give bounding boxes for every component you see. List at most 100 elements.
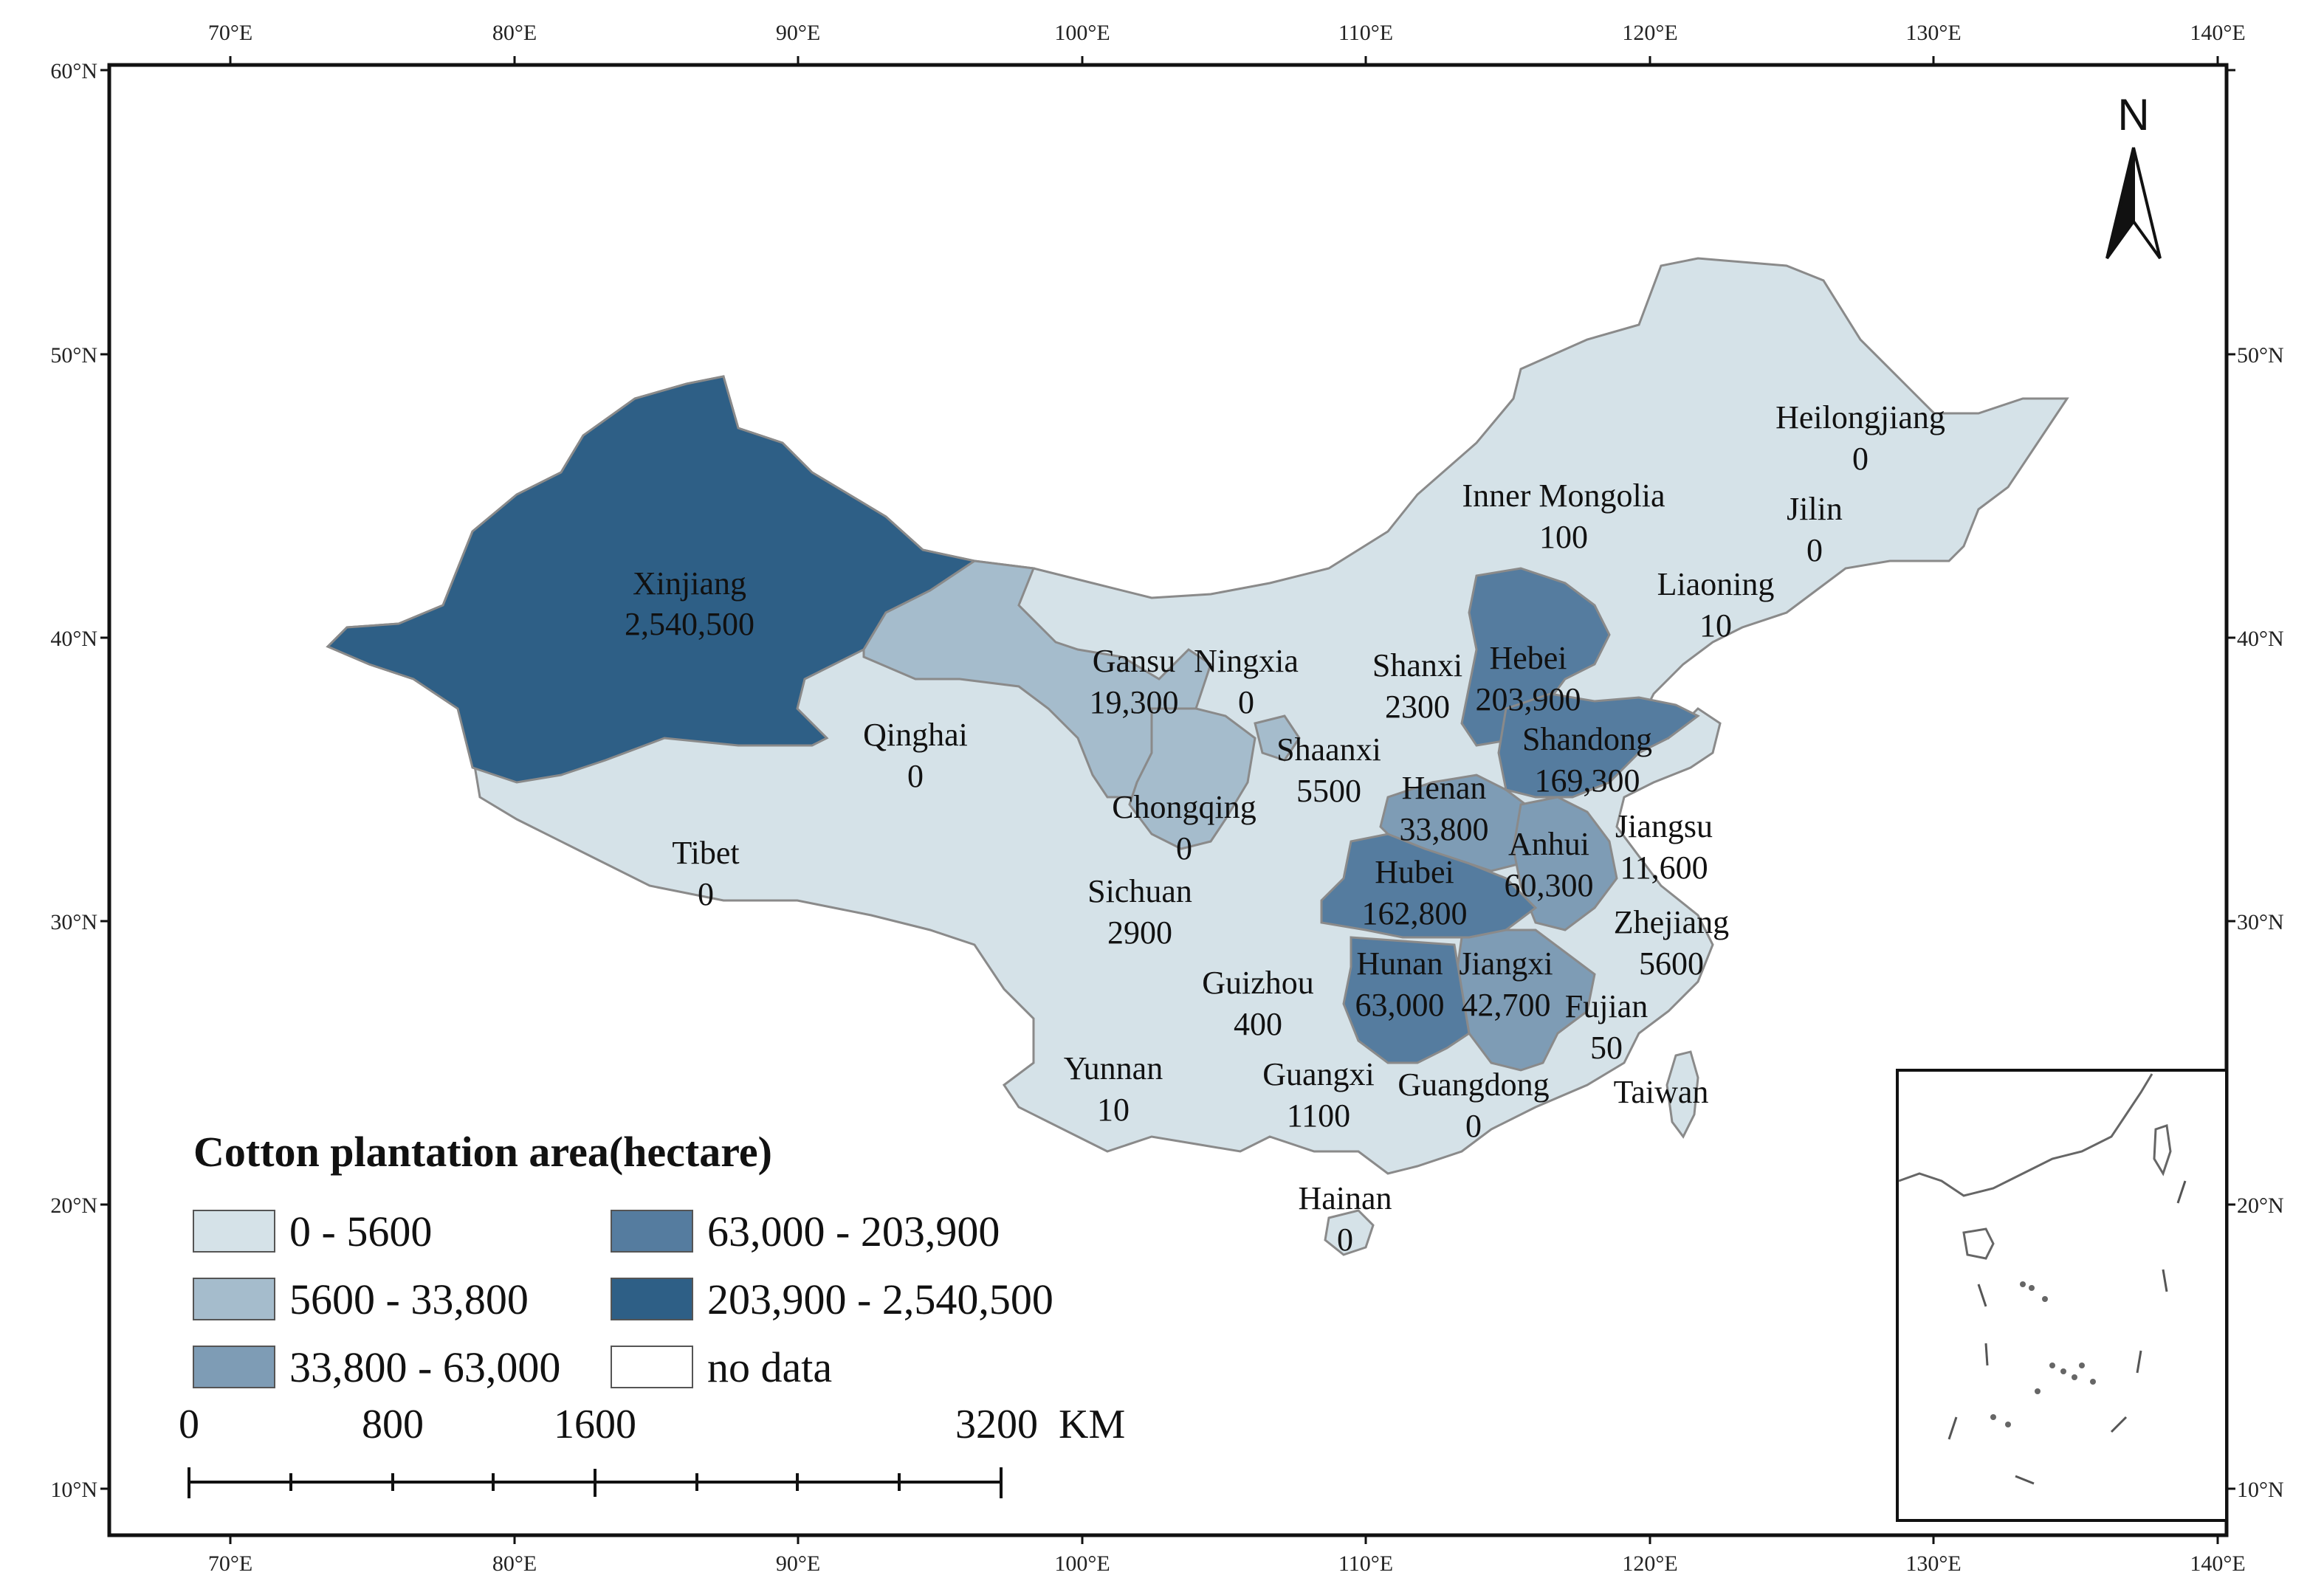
graticule-ticks — [100, 56, 2235, 1544]
province-value-liaoning: 10 — [1699, 607, 1732, 644]
inset-taiwan — [2153, 1124, 2172, 1177]
province-label-jilin: Jilin — [1787, 491, 1843, 527]
region-hunan — [1342, 936, 1471, 1064]
lon-label-120: 120°E — [1622, 1551, 1677, 1576]
province-value-sichuan: 2900 — [1107, 914, 1172, 951]
lon-label-100: 100°E — [1054, 1551, 1110, 1576]
province-label-jiangxi: Jiangxi — [1459, 945, 1553, 982]
island-taiwan — [1665, 1050, 1699, 1139]
province-label-xinjiang: Xinjiang — [633, 565, 746, 602]
scale-label-3200: 3200 — [955, 1402, 1038, 1447]
province-label-hubei: Hubei — [1375, 854, 1454, 890]
lon-label-110: 110°E — [1338, 21, 1393, 45]
lon-label-80: 80°E — [492, 1551, 537, 1576]
scale-label-0: 0 — [179, 1402, 199, 1447]
province-value-gansu: 19,300 — [1090, 684, 1179, 720]
province-label-anhui: Anhui — [1508, 826, 1589, 862]
legend-swatch-5 — [611, 1278, 693, 1320]
scale-label-800: 800 — [362, 1402, 424, 1447]
province-value-shanxi: 2300 — [1385, 689, 1450, 725]
province-label-shaanxi: Shaanxi — [1276, 731, 1381, 768]
legend: Cotton plantation area(hectare) 0 - 5600… — [193, 1128, 1053, 1391]
inset-islands — [1990, 1281, 2096, 1427]
province-label-gansu: Gansu — [1093, 643, 1175, 679]
legend-label-2: 5600 - 33,800 — [289, 1275, 529, 1323]
region-shandong — [1497, 692, 1700, 799]
inset-hainan — [1962, 1227, 1995, 1260]
lat-label-50: 50°N — [50, 343, 97, 368]
region-shaanxi-gansu-south — [1128, 707, 1256, 850]
scale-label-1600: 1600 — [554, 1402, 636, 1447]
province-labels: Xinjiang 2,540,500 Tibet 0 Qinghai 0 Gan… — [625, 399, 1945, 1258]
south-china-sea-inset — [1896, 1069, 2228, 1522]
province-value-guangxi: 1100 — [1287, 1098, 1350, 1134]
legend-swatch-6 — [611, 1346, 693, 1388]
province-value-heilongjiang: 0 — [1852, 441, 1869, 477]
legend-swatch-2 — [193, 1278, 275, 1320]
region-ningxia — [1254, 714, 1301, 762]
province-label-hainan: Hainan — [1298, 1180, 1392, 1216]
province-label-hebei: Hebei — [1489, 640, 1567, 676]
legend-swatch-3 — [193, 1346, 275, 1388]
province-label-guizhou: Guizhou — [1202, 965, 1314, 1001]
lat-label-40: 40°N — [50, 627, 97, 651]
lon-label-130: 130°E — [1905, 1551, 1961, 1576]
province-label-jiangsu: Jiangsu — [1615, 808, 1713, 844]
scale-unit: KM — [1059, 1402, 1125, 1447]
province-label-qinghai: Qinghai — [863, 717, 968, 753]
lon-label-90: 90°E — [776, 1551, 820, 1576]
legend-label-4: 63,000 - 203,900 — [707, 1208, 1000, 1255]
lat-label-50: 50°N — [2237, 343, 2284, 368]
scale-bar: 0 800 1600 3200 KM — [179, 1402, 1125, 1498]
inset-frame — [1896, 1069, 2228, 1522]
legend-title: Cotton plantation area(hectare) — [193, 1128, 772, 1176]
lon-label-130: 130°E — [1905, 21, 1961, 45]
province-value-jiangxi: 42,700 — [1462, 987, 1551, 1023]
province-value-yunnan: 10 — [1097, 1092, 1130, 1128]
province-value-xinjiang: 2,540,500 — [625, 606, 754, 642]
province-label-chongqing: Chongqing — [1112, 789, 1256, 825]
province-value-inner-mongolia: 100 — [1539, 519, 1588, 555]
legend-label-1: 0 - 5600 — [289, 1208, 432, 1255]
province-label-shandong: Shandong — [1522, 721, 1652, 757]
latitude-labels-left: 60°N 50°N 40°N 30°N 20°N 10°N — [50, 59, 97, 1502]
longitude-labels-bottom: 70°E 80°E 90°E 100°E 110°E 120°E 130°E 1… — [208, 1551, 2246, 1576]
province-label-sichuan: Sichuan — [1087, 873, 1192, 909]
region-hubei — [1320, 833, 1538, 939]
lon-label-140: 140°E — [2190, 21, 2245, 45]
lat-label-30: 30°N — [2237, 910, 2284, 934]
legend-label-6: no data — [707, 1343, 832, 1391]
province-label-inner-mongolia: Inner Mongolia — [1462, 478, 1665, 514]
province-label-ningxia: Ningxia — [1194, 643, 1299, 679]
lat-label-10: 10°N — [2237, 1478, 2284, 1502]
lat-label-10: 10°N — [50, 1478, 97, 1502]
province-value-fujian: 50 — [1590, 1030, 1623, 1066]
province-value-tibet: 0 — [698, 876, 714, 912]
province-value-guizhou: 400 — [1234, 1006, 1282, 1042]
north-arrow-icon-dark — [2105, 147, 2135, 260]
province-value-qinghai: 0 — [907, 758, 924, 794]
inset-coastline — [1898, 1073, 2153, 1197]
province-label-heilongjiang: Heilongjiang — [1775, 399, 1945, 435]
legend-swatch-4 — [611, 1210, 693, 1253]
lat-label-20: 20°N — [2237, 1193, 2284, 1218]
province-value-hunan: 63,000 — [1355, 987, 1445, 1023]
province-value-hainan: 0 — [1337, 1222, 1353, 1258]
province-label-guangdong: Guangdong — [1398, 1067, 1549, 1103]
province-value-henan: 33,800 — [1400, 811, 1489, 847]
province-label-guangxi: Guangxi — [1262, 1056, 1375, 1092]
inset-boundary-dashes — [1947, 1180, 2187, 1485]
legend-label-3: 33,800 - 63,000 — [289, 1343, 560, 1391]
legend-swatch-1 — [193, 1210, 275, 1253]
latitude-labels-right: 50°N 40°N 30°N 20°N 10°N — [2237, 343, 2284, 1502]
lat-label-30: 30°N — [50, 910, 97, 934]
lat-label-60: 60°N — [50, 59, 97, 83]
province-value-shaanxi: 5500 — [1296, 773, 1361, 809]
lat-label-20: 20°N — [50, 1193, 97, 1218]
scale-bar-line — [188, 1467, 1003, 1498]
province-value-guangdong: 0 — [1465, 1108, 1482, 1144]
province-value-shandong: 169,300 — [1535, 762, 1640, 799]
north-arrow: N — [2105, 90, 2162, 260]
province-label-liaoning: Liaoning — [1657, 566, 1775, 602]
